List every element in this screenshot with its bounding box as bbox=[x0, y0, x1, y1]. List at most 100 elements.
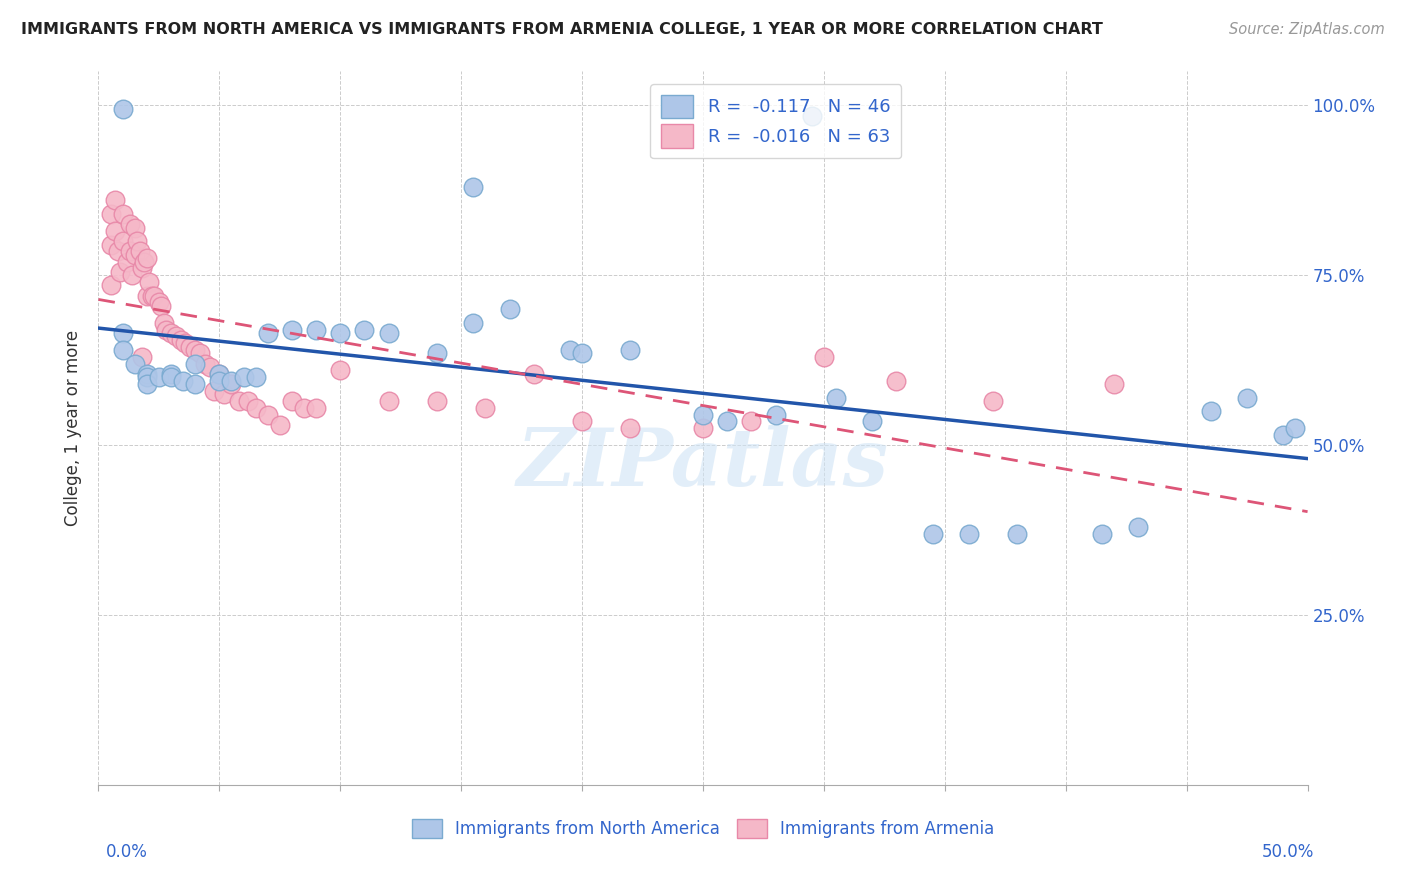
Point bbox=[571, 346, 593, 360]
Point bbox=[921, 526, 943, 541]
Point bbox=[121, 268, 143, 283]
Point bbox=[1199, 404, 1222, 418]
Point bbox=[104, 224, 127, 238]
Point bbox=[111, 234, 134, 248]
Point bbox=[117, 254, 139, 268]
Point bbox=[108, 265, 131, 279]
Text: 50.0%: 50.0% bbox=[1263, 843, 1315, 861]
Point bbox=[204, 384, 226, 398]
Point bbox=[184, 376, 207, 391]
Point bbox=[377, 394, 399, 409]
Point bbox=[463, 180, 485, 194]
Text: 0.0%: 0.0% bbox=[105, 843, 148, 861]
Point bbox=[281, 394, 304, 409]
Point bbox=[172, 374, 194, 388]
Point bbox=[716, 414, 738, 428]
Point bbox=[571, 414, 593, 428]
Point bbox=[1102, 376, 1125, 391]
Point bbox=[212, 387, 235, 401]
Point bbox=[138, 275, 160, 289]
Point bbox=[198, 359, 221, 374]
Point bbox=[208, 367, 231, 381]
Point bbox=[100, 278, 122, 293]
Point bbox=[135, 252, 157, 266]
Point bbox=[194, 357, 217, 371]
Point bbox=[957, 526, 980, 541]
Point bbox=[150, 299, 173, 313]
Point bbox=[474, 401, 496, 415]
Point bbox=[131, 350, 153, 364]
Point bbox=[135, 376, 157, 391]
Point bbox=[160, 370, 183, 384]
Point bbox=[426, 394, 449, 409]
Point bbox=[111, 207, 134, 221]
Point bbox=[228, 394, 250, 409]
Point bbox=[208, 367, 231, 381]
Point bbox=[860, 414, 883, 428]
Point bbox=[148, 370, 170, 384]
Point bbox=[800, 109, 823, 123]
Point bbox=[124, 357, 146, 371]
Point bbox=[886, 374, 908, 388]
Point bbox=[131, 261, 153, 276]
Point bbox=[1091, 526, 1114, 541]
Point bbox=[135, 367, 157, 381]
Point bbox=[245, 401, 267, 415]
Point bbox=[135, 370, 157, 384]
Point bbox=[765, 408, 787, 422]
Point bbox=[269, 417, 291, 432]
Point bbox=[1128, 519, 1150, 533]
Point bbox=[692, 408, 714, 422]
Point bbox=[160, 367, 183, 381]
Text: IMMIGRANTS FROM NORTH AMERICA VS IMMIGRANTS FROM ARMENIA COLLEGE, 1 YEAR OR MORE: IMMIGRANTS FROM NORTH AMERICA VS IMMIGRA… bbox=[21, 22, 1102, 37]
Point bbox=[329, 363, 352, 377]
Point bbox=[619, 421, 641, 435]
Point bbox=[813, 350, 835, 364]
Point bbox=[305, 323, 328, 337]
Point bbox=[118, 217, 141, 231]
Point bbox=[100, 237, 122, 252]
Point bbox=[292, 401, 315, 415]
Point bbox=[124, 220, 146, 235]
Text: Source: ZipAtlas.com: Source: ZipAtlas.com bbox=[1229, 22, 1385, 37]
Point bbox=[155, 323, 177, 337]
Point bbox=[184, 357, 207, 371]
Text: ZIPatlas: ZIPatlas bbox=[517, 425, 889, 502]
Point bbox=[127, 234, 149, 248]
Point bbox=[740, 414, 762, 428]
Point bbox=[1272, 428, 1295, 442]
Point bbox=[498, 302, 520, 317]
Point bbox=[256, 408, 278, 422]
Point bbox=[523, 367, 546, 381]
Point bbox=[1236, 391, 1258, 405]
Point bbox=[135, 288, 157, 302]
Point bbox=[160, 326, 183, 340]
Y-axis label: College, 1 year or more: College, 1 year or more bbox=[65, 330, 83, 526]
Point bbox=[100, 207, 122, 221]
Point bbox=[463, 316, 485, 330]
Point bbox=[124, 248, 146, 262]
Point bbox=[305, 401, 328, 415]
Point bbox=[245, 370, 267, 384]
Point bbox=[165, 329, 187, 343]
Point bbox=[143, 288, 166, 302]
Point bbox=[221, 376, 243, 391]
Point bbox=[104, 194, 127, 208]
Point bbox=[619, 343, 641, 357]
Point bbox=[107, 244, 129, 259]
Point bbox=[981, 394, 1004, 409]
Point bbox=[377, 326, 399, 340]
Point bbox=[426, 346, 449, 360]
Point bbox=[1007, 526, 1029, 541]
Point bbox=[111, 343, 134, 357]
Point bbox=[238, 394, 260, 409]
Point bbox=[134, 254, 156, 268]
Point bbox=[208, 374, 231, 388]
Point bbox=[174, 336, 197, 351]
Point bbox=[281, 323, 304, 337]
Point bbox=[184, 343, 207, 357]
Point bbox=[111, 102, 134, 116]
Legend: Immigrants from North America, Immigrants from Armenia: Immigrants from North America, Immigrant… bbox=[405, 812, 1001, 845]
Point bbox=[169, 333, 191, 347]
Point bbox=[141, 288, 163, 302]
